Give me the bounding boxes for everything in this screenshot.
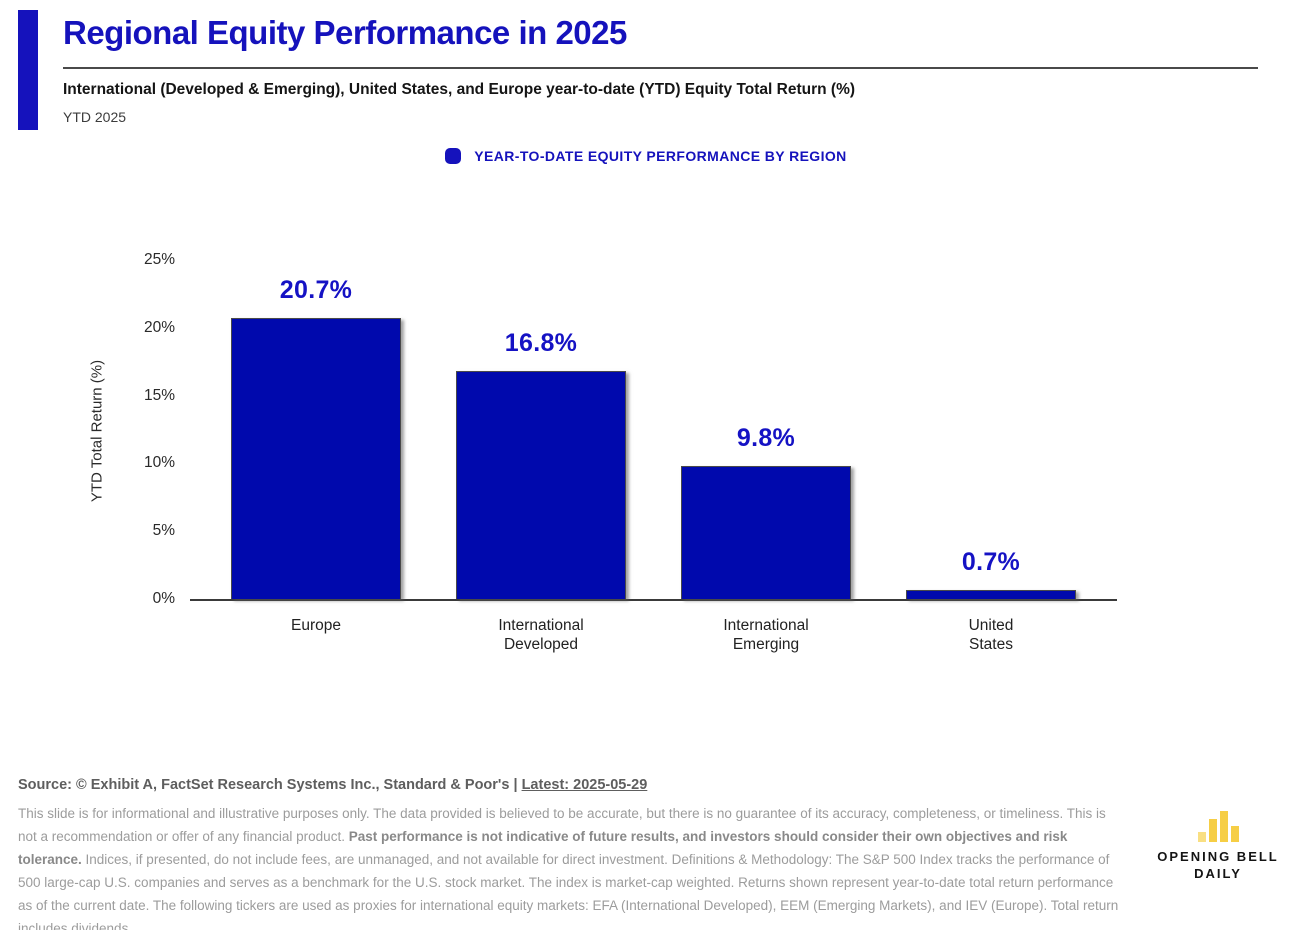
disclaimer-part-2: Indices, if presented, do not include fe…	[18, 852, 1119, 930]
logo-barchart-icon	[1148, 810, 1288, 842]
legend-swatch-icon	[445, 148, 462, 164]
bar	[681, 466, 851, 599]
logo-text: OPENING BELL DAILY	[1157, 849, 1279, 881]
bar	[231, 318, 401, 599]
x-axis-category-label: United States	[968, 617, 1014, 653]
bar-value-label: 9.8%	[736, 424, 796, 453]
period-label: YTD 2025	[63, 109, 127, 125]
bar-group: 20.7% Europe	[231, 262, 401, 634]
legend-label: YEAR-TO-DATE EQUITY PERFORMANCE BY REGIO…	[474, 148, 847, 164]
source-text: Source: © Exhibit A, FactSet Research Sy…	[18, 777, 522, 793]
legend: YEAR-TO-DATE EQUITY PERFORMANCE BY REGIO…	[0, 148, 1292, 164]
bar	[456, 371, 626, 599]
bar-group: 9.8% International Emerging	[681, 262, 851, 653]
plot-area: 0% 5% 10% 15% 20% 25% 20.7% Europe 16.8% Internat…	[144, 251, 1117, 653]
y-tick-label: 0%	[152, 590, 175, 607]
opening-bell-daily-logo: OPENING BELL DAILY	[1148, 810, 1288, 882]
disclaimer-part-1: This slide is for informational and illu…	[18, 806, 1106, 844]
bar-value-label: 16.8%	[504, 329, 578, 358]
x-axis-category-label: Europe	[291, 617, 341, 634]
disclaimer-text: This slide is for informational and illu…	[18, 802, 1120, 930]
source-line: Source: © Exhibit A, FactSet Research Sy…	[18, 777, 647, 793]
source-latest-date: Latest: 2025-05-29	[521, 777, 648, 793]
bar-group: 16.8% International Developed	[456, 262, 626, 653]
y-axis-title: YTD Total Return (%)	[88, 359, 106, 503]
x-axis-category-label: International Developed	[498, 617, 584, 653]
y-tick-label: 10%	[143, 454, 175, 472]
chart-subtitle: International (Developed & Emerging), Un…	[63, 81, 856, 98]
bar	[906, 589, 1076, 599]
title-divider	[63, 67, 1258, 69]
bar-value-label: 0.7%	[961, 547, 1021, 576]
header-accent-bar	[18, 10, 38, 130]
y-tick-label: 20%	[143, 318, 175, 336]
bar-group: 0.7% United States	[906, 262, 1076, 653]
y-tick-label: 15%	[143, 386, 175, 404]
x-axis-category-label: International Emerging	[723, 617, 809, 653]
y-tick-label: 25%	[143, 251, 175, 268]
page-title: Regional Equity Performance in 2025	[63, 14, 627, 51]
disclaimer-bold: Past performance is not indicative of fu…	[18, 829, 1068, 867]
bar-value-label: 20.7%	[279, 276, 353, 305]
y-tick-label: 5%	[152, 522, 175, 540]
